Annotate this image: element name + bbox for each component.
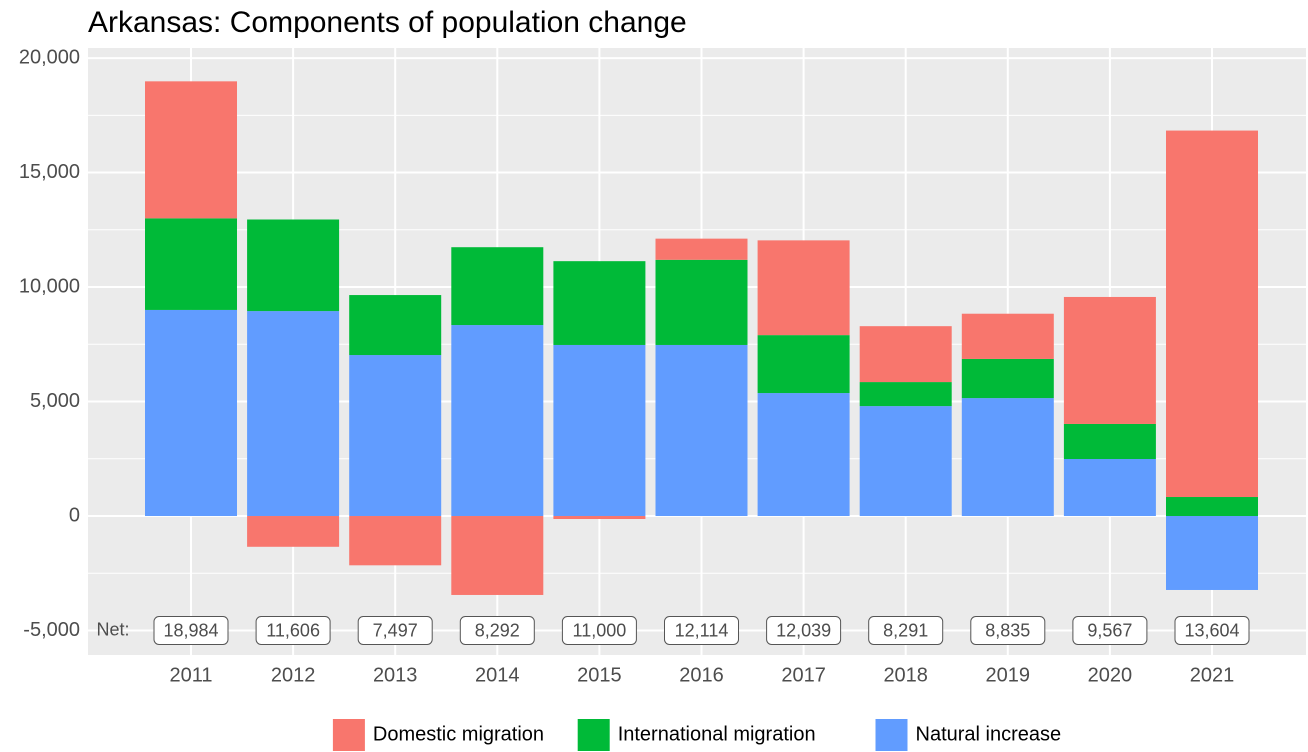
x-tick-label: 2019 (986, 664, 1031, 686)
legend-swatch (577, 719, 610, 751)
net-label-box (561, 616, 637, 646)
y-tick-label: 20,000 (19, 46, 80, 68)
net-label: 9,567 (1087, 620, 1132, 640)
x-tick-label: 2012 (271, 664, 316, 686)
bar-segment (1063, 459, 1156, 517)
net-label: 18,984 (163, 620, 218, 640)
net-label-box (1072, 616, 1148, 646)
legend-label: Domestic migration (373, 723, 544, 745)
net-label-box (664, 616, 739, 646)
x-tick-label: 2013 (373, 664, 418, 686)
bar-segment (757, 393, 850, 517)
bar-segment (451, 516, 544, 595)
bar-segment (349, 295, 442, 356)
bar-segment (1166, 130, 1258, 498)
legend-label: Natural increase (916, 723, 1062, 745)
x-tick-label: 2020 (1088, 664, 1133, 686)
net-label-box (153, 616, 229, 646)
bar-segment (553, 516, 646, 519)
x-tick-label: 2018 (883, 664, 928, 686)
bar-segment (247, 219, 340, 312)
bar-segment (655, 344, 748, 517)
bar-segment (553, 344, 646, 517)
legend-swatch (332, 719, 365, 751)
bar-segment (961, 358, 1054, 399)
bar-segment (145, 81, 237, 219)
x-tick-label: 2021 (1190, 664, 1235, 686)
net-label-box (766, 616, 842, 646)
y-tick-label: 0 (69, 504, 80, 526)
bar-segment (1166, 497, 1258, 517)
bar-segment (655, 259, 748, 345)
net-label: 7,497 (373, 620, 418, 640)
x-tick-label: 2016 (679, 664, 724, 686)
legend-label: International migration (618, 723, 816, 745)
net-label: 8,292 (475, 620, 520, 640)
net-label-box (255, 616, 331, 646)
net-label-box (868, 616, 944, 646)
x-tick-label: 2014 (475, 664, 520, 686)
legend-swatch (875, 719, 908, 751)
bar-segment (349, 355, 442, 517)
bar-segment (1063, 423, 1156, 460)
y-tick-label: 10,000 (19, 275, 80, 297)
y-tick-label: -5,000 (23, 619, 80, 641)
x-tick-label: 2015 (577, 664, 622, 686)
bar-segment (655, 238, 748, 260)
bar-segment (859, 326, 952, 383)
bar-segment (1166, 516, 1258, 590)
bar-segment (961, 313, 1054, 359)
bar-segment (349, 516, 442, 566)
bar-segment (145, 309, 237, 517)
net-label: 12,114 (675, 620, 729, 640)
bar-segment (247, 516, 340, 547)
net-label-box (970, 616, 1046, 646)
bar-segment (553, 261, 646, 345)
y-tick-label: 5,000 (30, 390, 80, 412)
x-tick-label: 2011 (169, 664, 212, 686)
bar-segment (145, 218, 237, 310)
net-label: 13,604 (1184, 620, 1239, 640)
bar-segment (247, 311, 340, 517)
bar-segment (859, 382, 952, 407)
net-title: Net: (96, 619, 129, 639)
net-label: 12,039 (776, 620, 831, 640)
bar-segment (961, 398, 1054, 517)
net-label-box (459, 616, 535, 646)
net-label: 8,835 (985, 620, 1030, 640)
y-tick-label: 15,000 (19, 161, 80, 183)
bar-segment (757, 335, 850, 394)
bar-segment (451, 247, 544, 326)
chart-title: Arkansas: Components of population chang… (88, 6, 687, 39)
net-label: 11,000 (573, 620, 627, 640)
net-label: 11,606 (266, 620, 320, 640)
x-tick-label: 2017 (781, 664, 826, 686)
bar-segment (451, 325, 544, 517)
net-label-box (1174, 616, 1250, 646)
net-label: 8,291 (883, 620, 928, 640)
bar-segment (1063, 296, 1156, 424)
net-label-box (357, 616, 433, 646)
bar-segment (757, 240, 850, 336)
bar-segment (859, 406, 952, 517)
